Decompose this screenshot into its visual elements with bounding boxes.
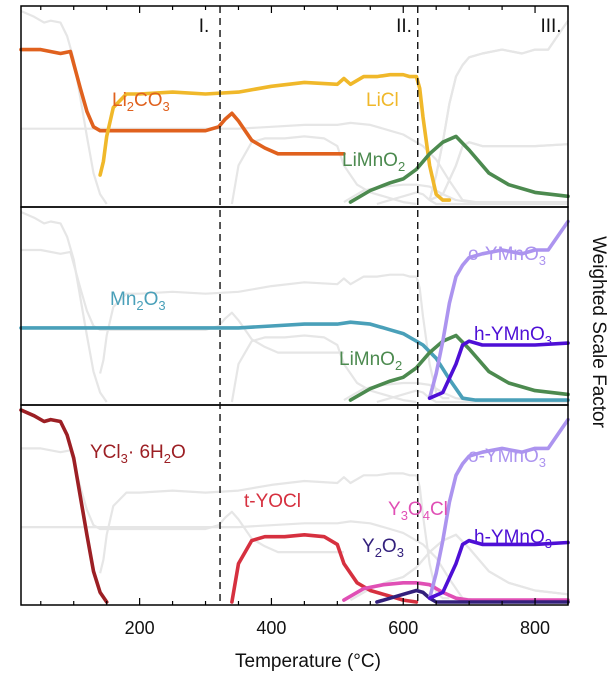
series-label-li2co3: Li2CO3 bbox=[112, 90, 170, 114]
series-line-h-ymno3 bbox=[427, 538, 570, 600]
series-label-limno2: LiMnO2 bbox=[339, 349, 402, 373]
series-label-h-ymno3: h-YMnO3 bbox=[474, 527, 552, 551]
series-label-o-ymno3: o-YMnO3 bbox=[468, 244, 546, 268]
y-axis-label: Weighted Scale Factor bbox=[588, 236, 609, 429]
background-trace-licl bbox=[99, 472, 450, 600]
series-label-y3o4cl: Y3O4Cl bbox=[388, 499, 448, 523]
x-tick-label: 600 bbox=[388, 618, 418, 638]
series-line-mn2o3 bbox=[19, 320, 570, 402]
series-line-o-ymno3 bbox=[427, 417, 570, 600]
region-label-1: I. bbox=[199, 16, 210, 37]
series-line-t-yocl bbox=[230, 533, 419, 604]
series-label-limno2: LiMnO2 bbox=[342, 150, 405, 174]
panel-frames bbox=[20, 5, 569, 606]
x-tick-label: 800 bbox=[520, 618, 550, 638]
background-trace-ycl3_6h2o bbox=[20, 210, 108, 403]
series-label-mn2o3: Mn2O3 bbox=[110, 289, 166, 313]
series-line-limno2 bbox=[348, 134, 570, 204]
series-line-h-ymno3 bbox=[427, 339, 570, 400]
x-axis: 200 400 600 800 bbox=[40, 6, 569, 638]
series-label-o-ymno3: o-YMnO3 bbox=[468, 446, 546, 470]
region-label-3: III. bbox=[540, 16, 561, 37]
series-line-o-ymno3 bbox=[427, 219, 570, 400]
x-axis-label: Temperature (°C) bbox=[235, 651, 381, 672]
background-trace-mn2o3 bbox=[21, 121, 568, 204]
panel-frame-2 bbox=[20, 206, 569, 406]
series-line-y2o3 bbox=[375, 588, 570, 604]
series-labels: I. II. III. Li2CO3 LiCl LiMnO2 Mn2O3 LiMnO2 o-YM… bbox=[90, 16, 562, 560]
series-label-t-yocl: t-YOCl bbox=[244, 491, 301, 512]
series-label-licl: LiCl bbox=[366, 90, 399, 111]
series-line-y3o4cl bbox=[342, 581, 570, 602]
background-trace-h-ymno3 bbox=[429, 141, 569, 202]
panel-frame-1 bbox=[20, 5, 569, 208]
panel-frame-3 bbox=[20, 404, 569, 606]
background-trace-y2o3 bbox=[376, 191, 568, 206]
series-line-li2co3 bbox=[19, 47, 346, 156]
region-label-2: II. bbox=[396, 16, 412, 37]
background-trace-licl bbox=[99, 273, 450, 400]
series-label-y2o3: Y2O3 bbox=[362, 536, 404, 560]
background-trace-o-ymno3 bbox=[428, 20, 569, 201]
background-trace-t-yocl bbox=[230, 135, 417, 206]
background-trace-y2o3 bbox=[376, 389, 568, 404]
background-trace-h-ymno3 bbox=[429, 141, 569, 202]
series-line-licl bbox=[98, 72, 452, 202]
x-tick-label: 200 bbox=[125, 618, 155, 638]
background-trace-mn2o3 bbox=[21, 520, 568, 602]
background-trace-t-yocl bbox=[230, 334, 417, 404]
x-tick-label: 400 bbox=[256, 618, 286, 638]
background-trace-o-ymno3 bbox=[428, 20, 569, 201]
series-label-h-ymno3: h-YMnO3 bbox=[474, 324, 552, 348]
background-trace-ycl3_6h2o bbox=[20, 9, 108, 205]
series-label-ycl3-6h2o: YCl3· 6H2O bbox=[90, 442, 186, 466]
data-series bbox=[19, 47, 570, 604]
series-line-ycl3-6h2o bbox=[19, 408, 109, 604]
